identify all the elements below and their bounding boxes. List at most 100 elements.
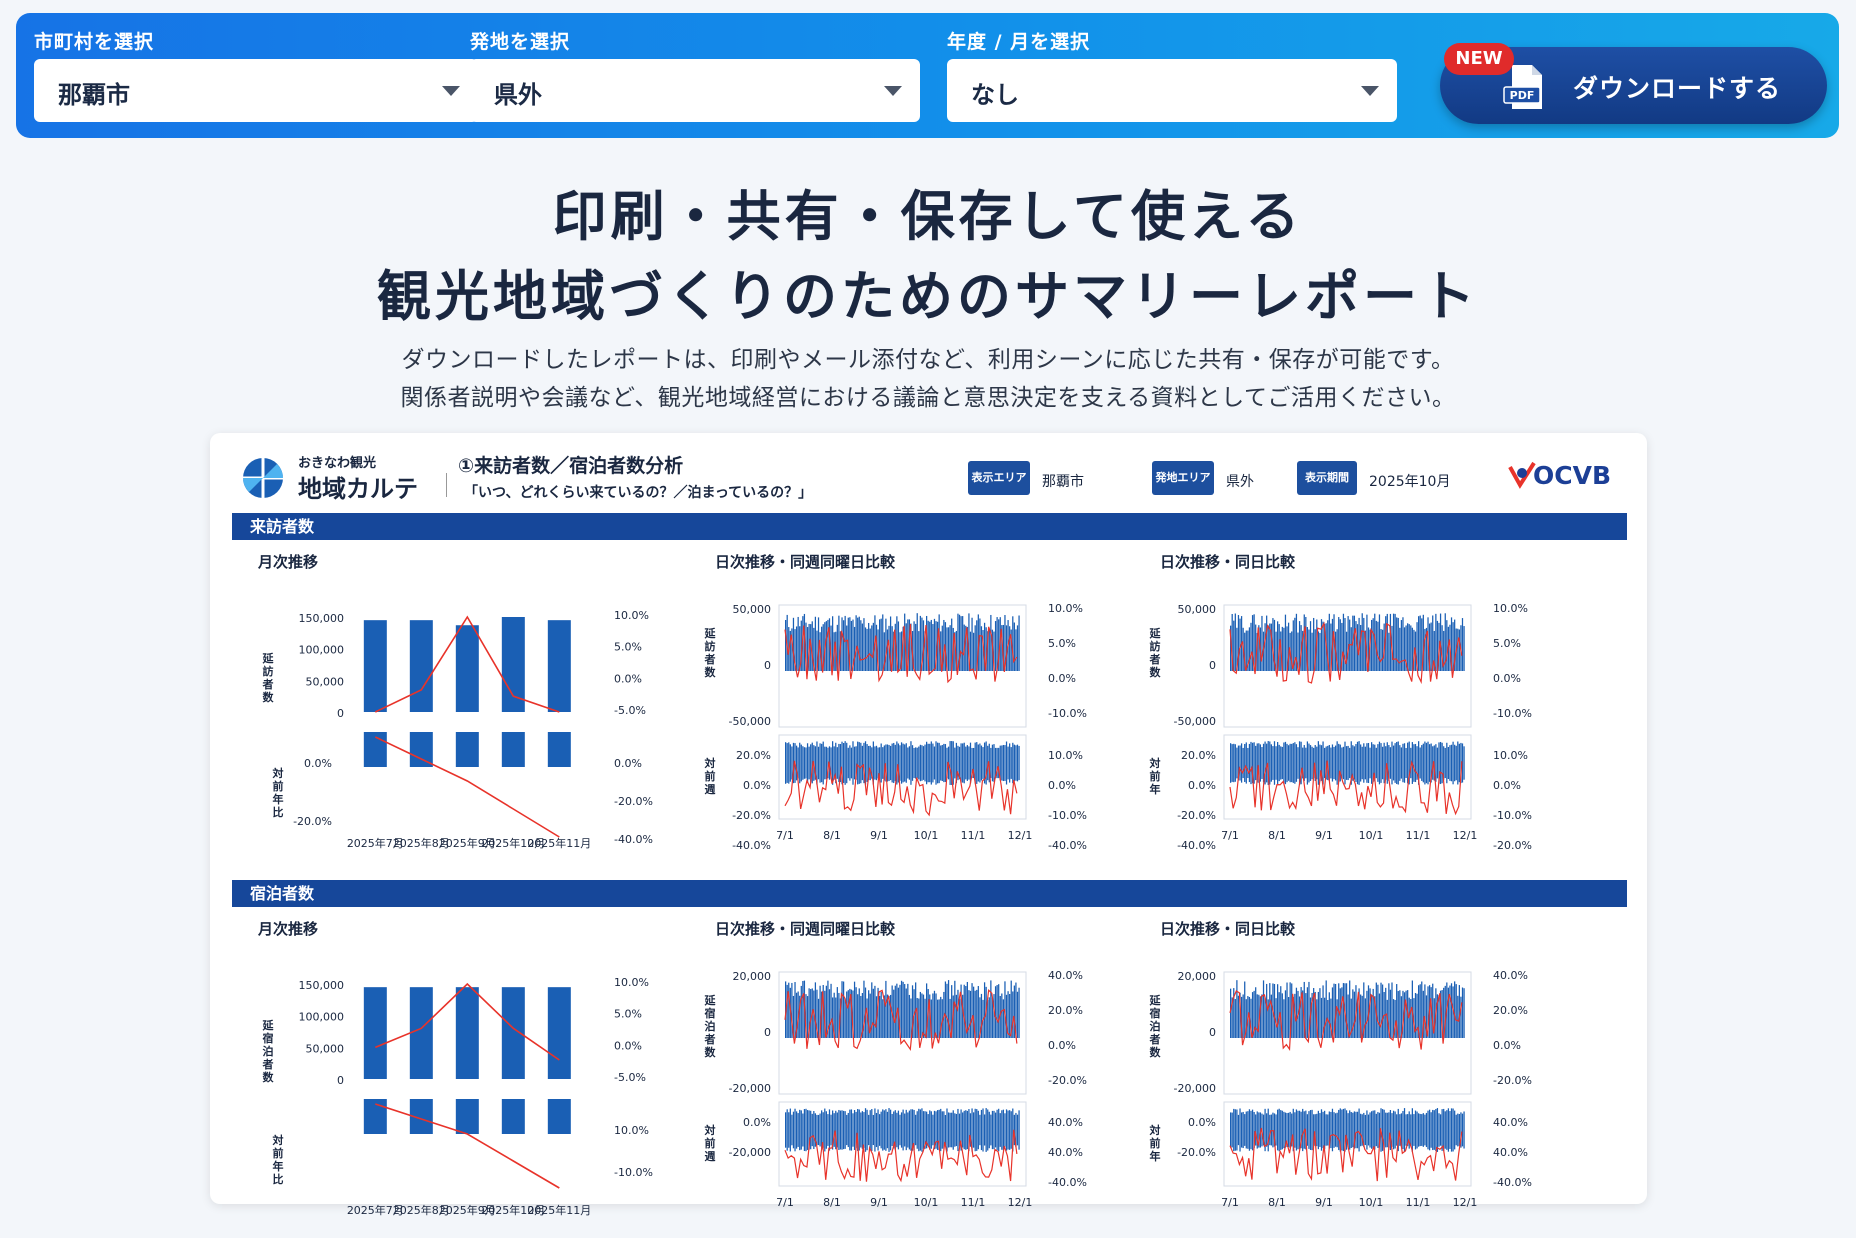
daily-diff-bar	[1374, 744, 1376, 782]
daily-diff-bar	[786, 743, 788, 783]
daily-diff-bar	[1397, 741, 1399, 785]
right-tick-label: -20.0%	[1048, 1074, 1087, 1087]
daily-bar	[1286, 626, 1288, 671]
right2-tick-label: 40.0%	[1048, 1146, 1083, 1159]
daily-diff-bar	[1342, 1108, 1345, 1152]
daily-diff-bar	[799, 742, 801, 784]
daily-bar	[880, 618, 882, 671]
daily-diff-bar	[1411, 1108, 1413, 1152]
daily-diff-bar	[947, 1112, 950, 1148]
daily-diff-bar	[1452, 1108, 1454, 1152]
daily-diff-bar	[1369, 747, 1371, 779]
daily-bar	[1001, 993, 1003, 1038]
daily-bar	[1277, 984, 1279, 1038]
daily-diff-bar	[1295, 1109, 1298, 1151]
daily-bar	[836, 624, 838, 671]
municipality-select[interactable]: 那覇市	[34, 59, 478, 122]
right2-tick-label: 0.0%	[614, 757, 642, 770]
daily-diff-bar	[1009, 1110, 1011, 1150]
svg-text:前: 前	[705, 1136, 716, 1150]
daily-diff-bar	[1432, 1109, 1434, 1151]
daily-ratio-line-lower	[1229, 1127, 1463, 1182]
daily-diff-bar	[1381, 746, 1384, 780]
daily-diff-bar	[1319, 744, 1321, 782]
daily-bar	[1328, 613, 1330, 671]
daily-diff-bar	[1300, 1111, 1302, 1149]
y-tick-label: 0	[1209, 1026, 1216, 1039]
daily-diff-bar	[1248, 743, 1251, 783]
daily-bar	[824, 990, 826, 1038]
daily-bar	[1364, 998, 1366, 1038]
download-button[interactable]: PDF ダウンロードする	[1440, 47, 1827, 124]
daily-bar	[847, 990, 849, 1038]
daily-bar	[877, 987, 879, 1038]
daily-bar	[1317, 631, 1319, 671]
daily-diff-bar	[1449, 1111, 1451, 1149]
daily-diff-bar	[911, 1109, 914, 1151]
daily-diff-bar	[1344, 1108, 1346, 1152]
y-tick-label: 0	[764, 659, 771, 672]
period-select[interactable]: なし	[947, 59, 1397, 122]
daily-bar	[941, 999, 943, 1038]
daily-diff-bar	[863, 742, 865, 784]
daily-bar	[933, 990, 936, 1038]
daily-bar	[882, 999, 884, 1038]
daily-bar	[1277, 621, 1279, 671]
daily-bar	[1320, 619, 1323, 671]
daily-diff-bar	[1005, 741, 1008, 785]
daily-diff-bar	[875, 745, 878, 781]
daily-bar	[1247, 630, 1249, 671]
ocvb-logo-icon	[1508, 461, 1536, 489]
daily-diff-bar	[1439, 741, 1442, 785]
x-tick-label: 8/1	[823, 1196, 841, 1209]
daily-diff-bar	[1331, 744, 1334, 782]
daily-diff-bar	[853, 1110, 856, 1150]
daily-bar	[1012, 616, 1014, 671]
daily-diff-bar	[990, 1114, 992, 1146]
daily-bar	[947, 980, 950, 1038]
daily-diff-bar	[969, 1113, 972, 1147]
daily-bar	[869, 628, 871, 671]
daily-bar	[1275, 631, 1277, 671]
daily-diff-bar	[1333, 746, 1335, 780]
daily-bar	[852, 990, 854, 1038]
daily-bar	[791, 628, 793, 671]
daily-diff-bar	[1378, 1112, 1381, 1148]
daily-bar	[872, 988, 874, 1038]
daily-diff-bar	[833, 746, 835, 780]
daily-bar	[1004, 615, 1006, 671]
daily-diff-bar	[832, 741, 834, 785]
daily-bar	[868, 622, 870, 671]
daily-bar	[1294, 617, 1296, 671]
daily-bar	[1308, 629, 1310, 671]
daily-diff-bar	[951, 741, 953, 785]
daily-diff-bar	[857, 741, 859, 785]
daily-bar	[900, 631, 903, 671]
daily-diff-bar	[821, 743, 823, 783]
daily-diff-bar	[940, 745, 942, 781]
daily-bar	[861, 623, 864, 671]
daily-bar	[1303, 981, 1305, 1038]
daily-diff-bar	[904, 1113, 906, 1147]
daily-diff-bar	[1270, 1114, 1272, 1146]
daily-bar	[1245, 630, 1247, 671]
daily-diff-bar	[1399, 1114, 1401, 1146]
daily-bar	[896, 616, 898, 671]
right2-tick-label: -40.0%	[614, 833, 653, 846]
daily-diff-bar	[821, 1110, 823, 1150]
origin-select[interactable]: 県外	[470, 59, 920, 122]
daily-bar	[816, 630, 818, 671]
y2-tick-label: 20.0%	[1181, 749, 1216, 762]
daily-bar	[1256, 632, 1258, 671]
daily-bar	[825, 985, 827, 1038]
daily-bar	[1449, 985, 1451, 1038]
svg-text:泊: 泊	[705, 1019, 716, 1033]
y2-axis-label: 対前年	[1149, 1123, 1161, 1163]
daily-bar	[954, 632, 956, 671]
daily-diff-bar	[1447, 746, 1450, 780]
daily-diff-bar	[853, 746, 856, 780]
daily-bar	[1009, 626, 1011, 671]
daily-bar	[857, 617, 859, 671]
daily-bar	[1353, 991, 1356, 1038]
y-tick-label: 100,000	[299, 1011, 345, 1024]
